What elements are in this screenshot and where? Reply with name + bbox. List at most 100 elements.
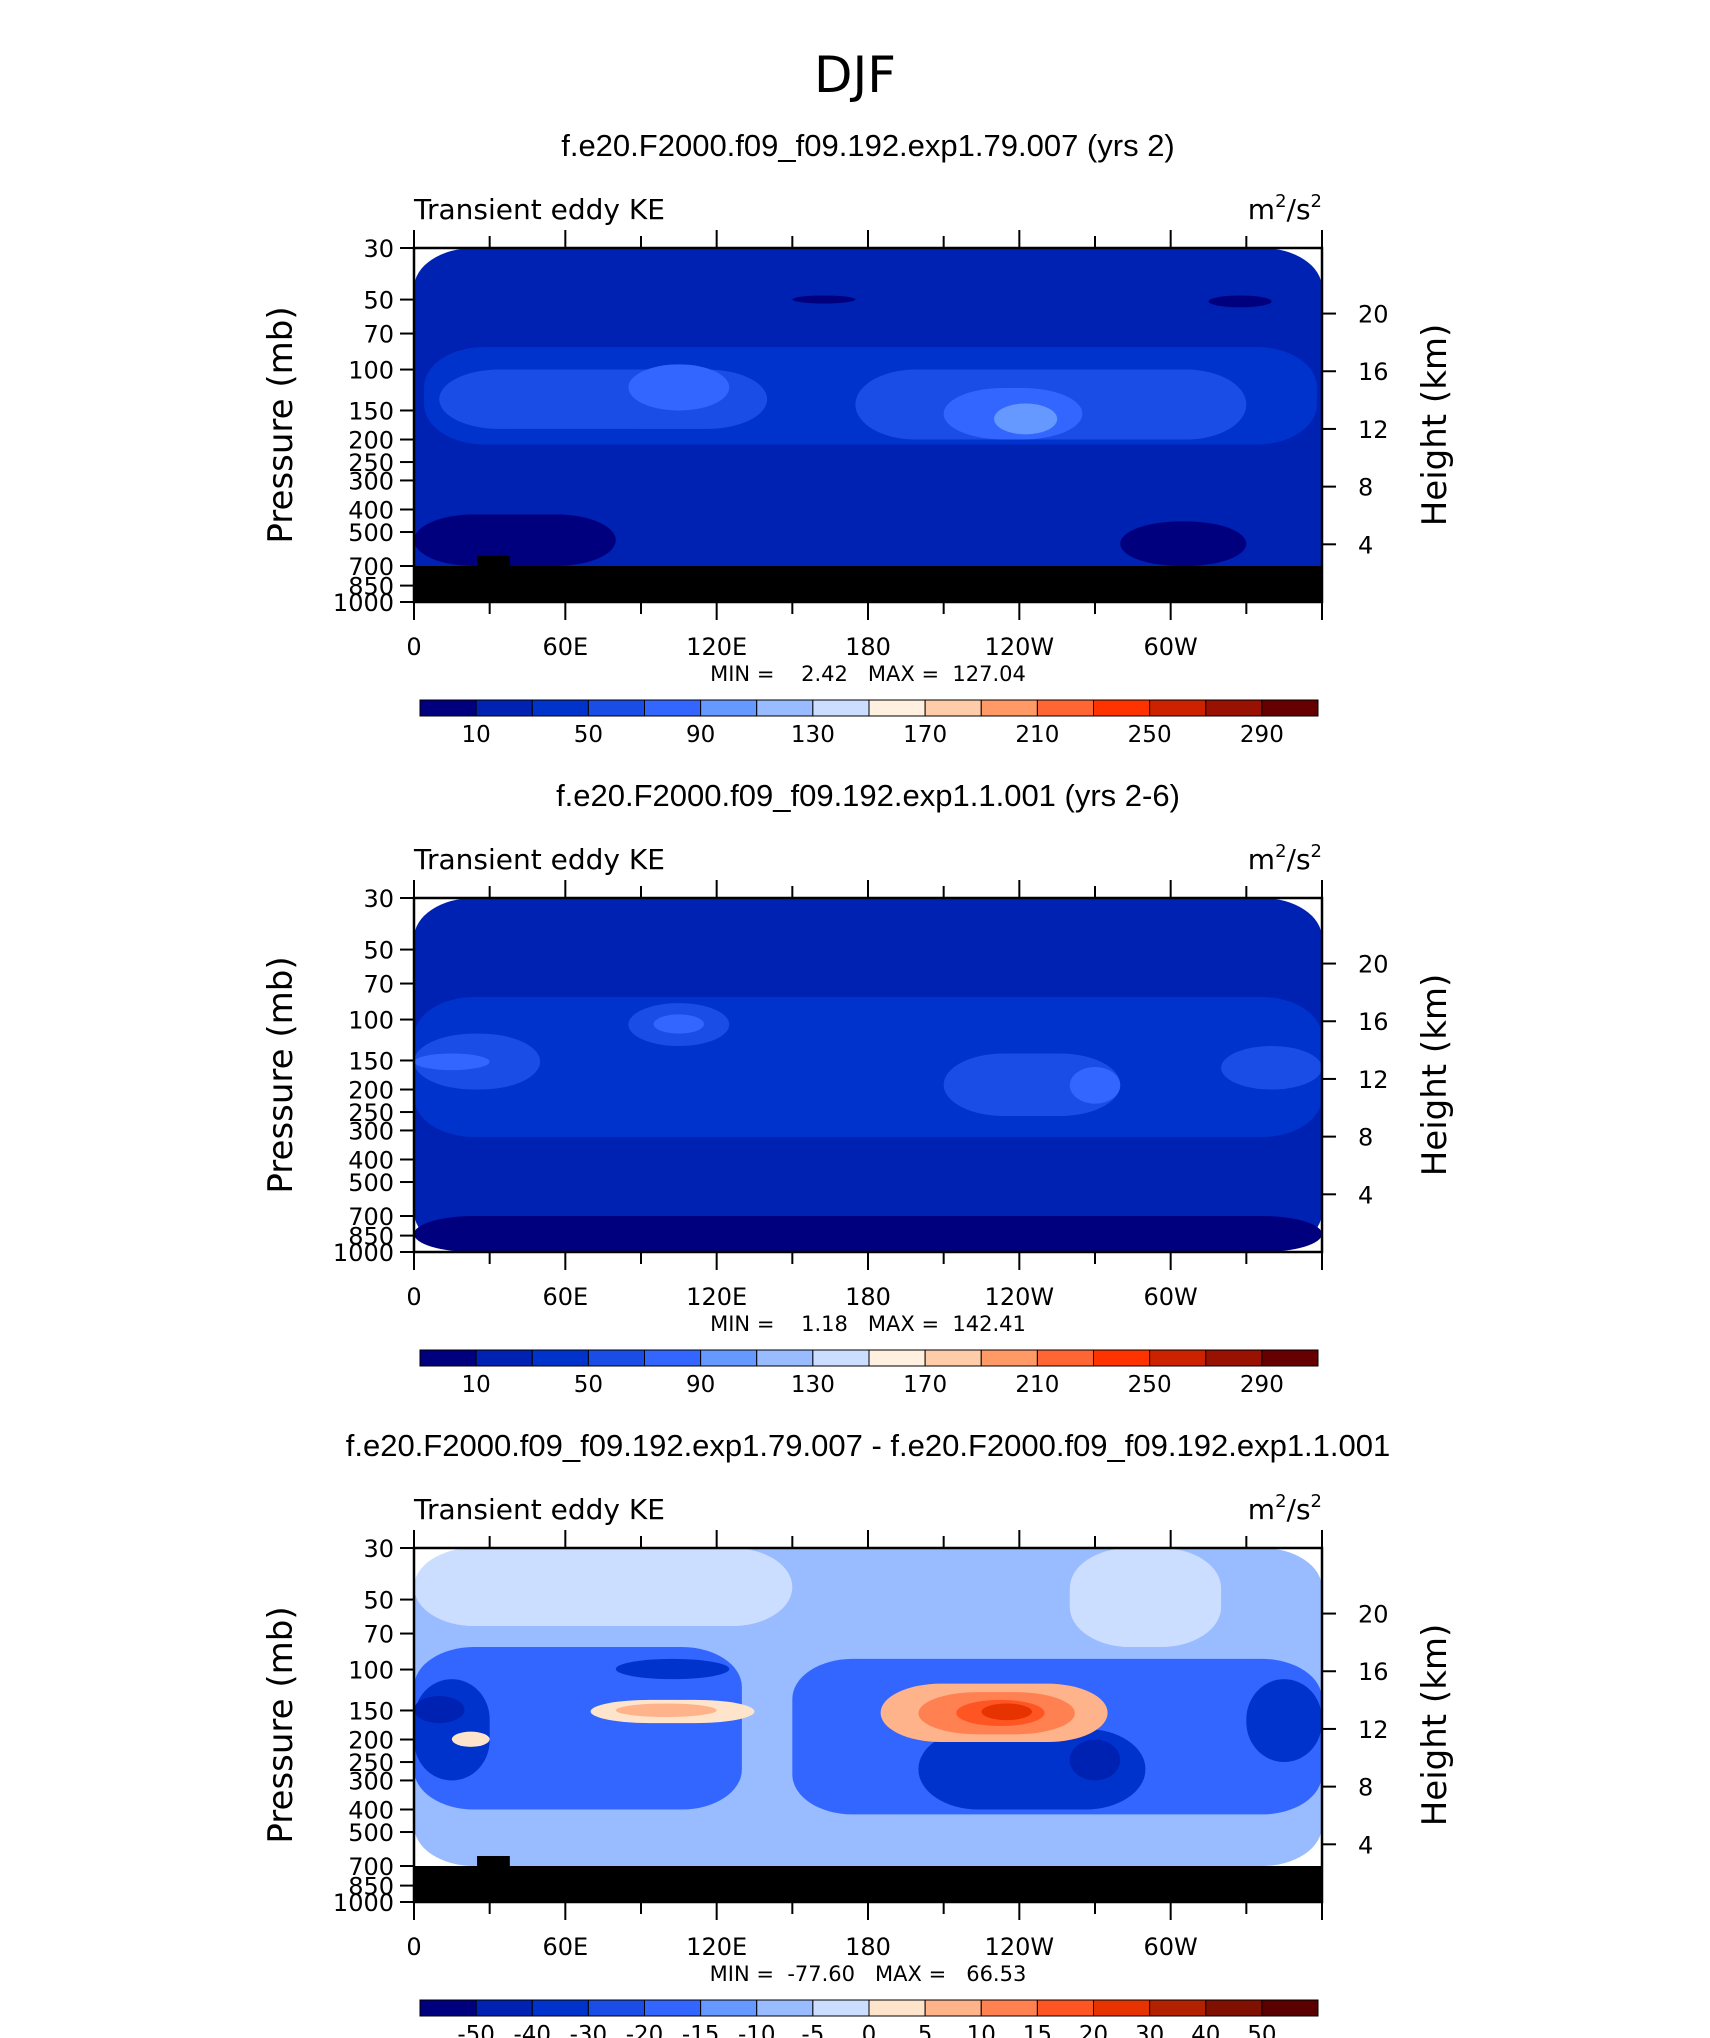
colorbar-swatch [756,1999,814,2017]
height-tick-label: 4 [1358,1181,1373,1209]
height-tick-label: 16 [1358,1658,1389,1686]
topography-mask [414,565,1322,602]
colorbar-label: 10 [967,2022,996,2038]
colorbar-swatch [1261,1999,1319,2017]
colorbar-label: 0 [862,2022,877,2038]
contour-region [414,1647,742,1810]
units-label: m2/s2 [1248,841,1322,876]
colorbar-swatch [587,1349,645,1367]
pressure-tick-label: 70 [363,321,394,349]
colorbar-label: -50 [457,2022,495,2038]
pressure-tick-label: 100 [348,357,394,385]
lon-tick-label: 120W [985,1933,1055,1961]
lon-tick-label: 60E [542,1933,588,1961]
colorbar-swatch [700,699,758,717]
height-tick-label: 16 [1358,358,1389,386]
height-tick-label: 12 [1358,1066,1389,1094]
pressure-tick-label: 500 [348,1169,394,1197]
colorbar-label: 90 [686,722,715,748]
colorbar-swatch [1149,1999,1207,2017]
colorbar-label: 15 [1023,2022,1052,2038]
colorbar-swatch [980,1999,1038,2017]
lon-tick-label: 120W [985,633,1055,661]
y2-axis-title: Height (km) [1415,974,1455,1177]
contour-region [414,997,1322,1137]
variable-label: Transient eddy KE [413,193,665,226]
colorbar-label: 50 [1247,2022,1276,2038]
pressure-tick-label: 250 [348,1099,394,1127]
colorbar-swatch [531,1999,589,2017]
units-base: m [1248,1493,1275,1526]
colorbar-swatch [1093,699,1151,717]
contour-region [1069,1066,1121,1104]
lon-tick-label: 120E [686,1283,747,1311]
colorbar-swatch [644,1999,702,2017]
topography-mask [414,1865,1322,1902]
colorbar-label: 20 [1079,2022,1108,2038]
contour-region [1069,1739,1121,1781]
colorbar-swatch [868,699,926,717]
colorbar-swatch [1036,1349,1094,1367]
colorbar-swatch [1205,1999,1263,2017]
units-exponent: 2 [1275,191,1286,212]
colorbar-swatch [531,1349,589,1367]
pressure-tick-label: 50 [363,1587,394,1615]
colorbar-label: -10 [738,2022,776,2038]
chart-title: f.e20.F2000.f09_f09.192.exp1.79.007 (yrs… [561,128,1175,163]
units-exponent: 2 [1311,191,1322,212]
lon-tick-label: 120E [686,633,747,661]
colorbar-label: 130 [791,1372,835,1398]
y-axis-title: Pressure (mb) [261,956,301,1193]
topography-peak [477,555,510,568]
colorbar-label: -20 [626,2022,664,2038]
colorbar-label: 170 [903,1372,947,1398]
colorbar-label: 40 [1191,2022,1220,2038]
contour-region [615,1658,730,1680]
units-denominator: /s [1287,843,1311,876]
colorbar-swatch [419,1999,477,2017]
colorbar-label: -40 [513,2022,551,2038]
units-exponent: 2 [1275,841,1286,862]
colorbar-label: 50 [574,722,603,748]
colorbar-swatch [700,1349,758,1367]
contour-region [414,514,616,566]
contour-region [943,1053,1121,1117]
colorbar-label: 5 [918,2022,933,2038]
page-title: DJF [814,46,896,104]
height-tick-label: 8 [1358,1774,1373,1802]
panel-difference: f.e20.F2000.f09_f09.192.exp1.79.007 - f.… [261,1428,1455,2038]
contour-region [414,1548,793,1627]
colorbar-swatch [1261,1349,1319,1367]
colorbar-swatch [812,699,870,717]
lon-tick-label: 0 [406,1933,421,1961]
y-axis-title: Pressure (mb) [261,1606,301,1843]
contour-region [414,1053,490,1071]
height-tick-label: 8 [1358,474,1373,502]
colorbar-swatch [980,1349,1038,1367]
colorbar: 10 50 90 130 170 210 250 290 [419,699,1319,748]
y2-axis-title: Height (km) [1415,324,1455,527]
colorbar-swatch [475,1349,533,1367]
variable-label: Transient eddy KE [413,843,665,876]
pressure-tick-label: 30 [363,1535,394,1563]
colorbar: -50 -40 -30 -20 -15 -10 -5 0 5 10 15 20 30 40 50 [419,1999,1319,2038]
pressure-tick-label: 1000 [333,1239,394,1267]
colorbar-label: 250 [1128,1372,1172,1398]
colorbar-label: 30 [1135,2022,1164,2038]
pressure-tick-label: 50 [363,287,394,315]
colorbar-label: 170 [903,722,947,748]
min-max-stats: MIN = -77.60 MAX = 66.53 [710,1962,1027,1986]
colorbar-swatch [1036,1999,1094,2017]
pressure-tick-label: 150 [348,1047,394,1075]
height-tick-label: 20 [1358,951,1389,979]
pressure-tick-label: 30 [363,235,394,263]
colorbar-swatch [587,699,645,717]
pressure-tick-label: 150 [348,1697,394,1725]
colorbar-swatch [1205,1349,1263,1367]
colorbar-label: 210 [1015,1372,1059,1398]
colorbar-swatch [868,1349,926,1367]
pressure-tick-label: 150 [348,397,394,425]
colorbar-label: 210 [1015,722,1059,748]
pressure-tick-label: 500 [348,519,394,547]
